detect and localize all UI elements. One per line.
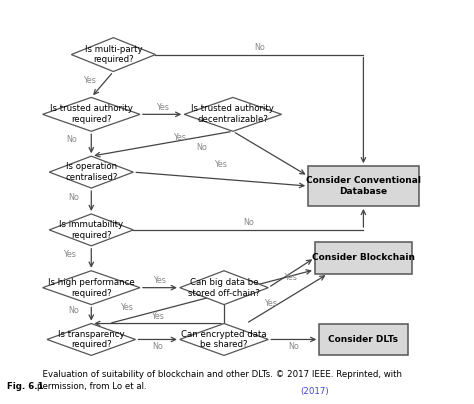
Text: Yes: Yes [63,250,75,259]
Polygon shape [47,324,136,356]
Text: No: No [68,193,79,202]
Text: Yes: Yes [82,76,95,85]
Text: Is trusted authority
required?: Is trusted authority required? [50,105,133,124]
Text: Yes: Yes [120,303,133,312]
Text: No: No [152,342,163,351]
Text: Evaluation of suitability of blockchain and other DLTs. © 2017 IEEE. Reprinted, : Evaluation of suitability of blockchain … [37,370,402,391]
Polygon shape [72,38,155,72]
Text: Fig. 6.1: Fig. 6.1 [7,382,44,391]
Text: Is multi-party
required?: Is multi-party required? [84,45,142,65]
Text: Yes: Yes [154,276,166,285]
Bar [315,242,412,274]
Text: Consider DLTs: Consider DLTs [328,335,399,344]
Text: Yes: Yes [284,273,297,282]
Bar [308,166,419,206]
Text: Can big data be
stored off-chain?: Can big data be stored off-chain? [188,278,260,297]
Text: No: No [68,305,79,315]
Text: Consider Conventional
Database: Consider Conventional Database [306,176,421,196]
Bar [319,324,408,356]
Text: Is transparency
required?: Is transparency required? [58,330,125,349]
Text: Yes: Yes [214,160,227,169]
Text: Yes: Yes [151,312,164,321]
Polygon shape [184,97,282,131]
Text: Yes: Yes [173,133,186,142]
Polygon shape [43,271,140,305]
Text: No: No [288,342,299,351]
Text: No: No [66,135,77,144]
Text: Yes: Yes [155,103,169,112]
Text: Consider Blockchain: Consider Blockchain [312,253,415,262]
Text: Is trusted authority
decentralizable?: Is trusted authority decentralizable? [191,105,274,124]
Text: Can encrypted data
be shared?: Can encrypted data be shared? [181,330,267,349]
Polygon shape [180,271,268,305]
Polygon shape [49,214,133,246]
Polygon shape [43,97,140,131]
Text: (2017): (2017) [300,387,329,396]
Text: Is operation
centralised?: Is operation centralised? [65,162,118,182]
Text: Is immutability
required?: Is immutability required? [59,220,123,240]
Text: No: No [196,143,207,152]
Text: Is high performance
required?: Is high performance required? [48,278,135,297]
Text: No: No [243,218,254,227]
Polygon shape [180,324,268,356]
Text: Yes: Yes [264,299,277,308]
Polygon shape [49,156,133,188]
Text: No: No [254,43,265,52]
